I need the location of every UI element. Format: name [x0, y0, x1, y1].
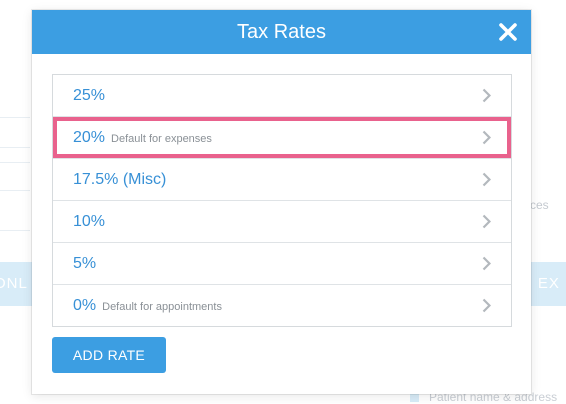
chevron-right-icon: [482, 172, 491, 187]
tax-rates-list: 25% 20% Default for expenses 17.5% (Misc)…: [52, 74, 512, 327]
rate-default-note: Default for expenses: [111, 133, 212, 145]
rate-row-10[interactable]: 10%: [53, 200, 511, 242]
tax-rates-modal: Tax Rates 25% 20% Default for expenses 17…: [32, 10, 531, 394]
rate-row-0[interactable]: 0% Default for appointments: [53, 284, 511, 326]
close-button[interactable]: [497, 21, 519, 43]
background-divider: [0, 117, 30, 118]
checkbox-icon[interactable]: [410, 393, 419, 403]
chevron-right-icon: [482, 298, 491, 313]
chevron-right-icon: [482, 256, 491, 271]
chevron-right-icon: [482, 130, 491, 145]
rate-value: 20%: [73, 129, 106, 146]
background-text: ces: [530, 198, 549, 212]
rate-value: 0%: [73, 297, 97, 314]
rate-row-20[interactable]: 20% Default for expenses: [53, 116, 511, 158]
rate-value: 17.5% (Misc): [73, 171, 167, 188]
modal-header: Tax Rates: [32, 10, 531, 54]
background-divider: [0, 162, 30, 163]
close-icon: [499, 23, 517, 41]
chevron-right-icon: [482, 214, 491, 229]
rate-value: 10%: [73, 213, 106, 230]
add-rate-button[interactable]: ADD RATE: [52, 337, 166, 373]
rate-value: 5%: [73, 255, 97, 272]
rate-row-25[interactable]: 25%: [53, 75, 511, 116]
background-divider: [0, 190, 30, 191]
background-divider: [0, 230, 30, 231]
chevron-right-icon: [482, 88, 491, 103]
modal-title: Tax Rates: [237, 21, 326, 43]
rate-default-note: Default for appointments: [102, 301, 222, 313]
background-divider: [0, 147, 30, 148]
rate-row-5[interactable]: 5%: [53, 242, 511, 284]
rate-value: 25%: [73, 87, 106, 104]
rate-row-17-5-misc[interactable]: 17.5% (Misc): [53, 158, 511, 200]
